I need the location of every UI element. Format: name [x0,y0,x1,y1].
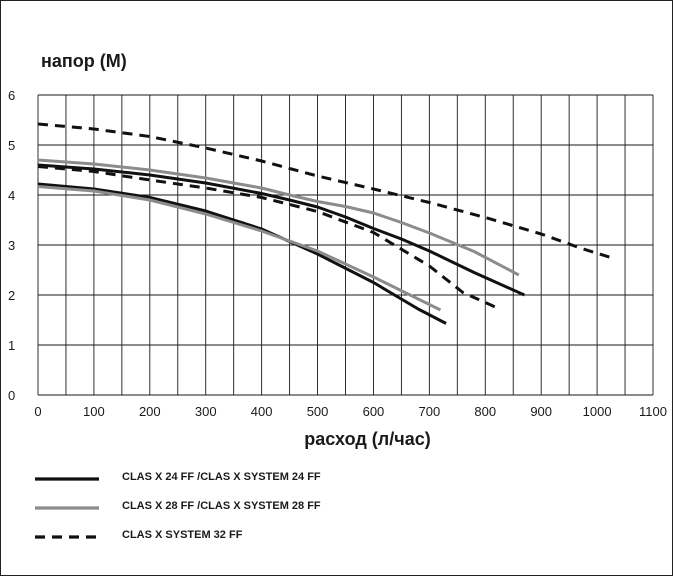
series-3-curve-2 [37,165,498,309]
series-2-curve-2 [37,158,520,277]
x-axis-title: расход (л/час) [304,429,431,449]
y-tick-label: 0 [8,388,15,403]
legend-swatch-series-2 [35,506,99,510]
x-tick-label: 700 [419,404,441,419]
x-tick-label: 0 [34,404,41,419]
x-tick-label: 100 [83,404,105,419]
series-1-curve-2 [37,163,526,297]
x-tick-label: 600 [363,404,385,419]
y-tick-label: 5 [8,138,15,153]
x-tick-label: 900 [530,404,552,419]
legend-label-series-3: CLAS X SYSTEM 32 FF [122,529,243,541]
y-tick-label: 3 [8,238,15,253]
x-tick-label: 300 [195,404,217,419]
legend-label-series-1: CLAS X 24 FF /CLAS X SYSTEM 24 FF [122,471,321,483]
y-tick-label: 1 [8,338,15,353]
series-3-curve-1 [37,122,615,260]
series-1-curve-1 [37,182,447,325]
x-tick-label: 1000 [583,404,612,419]
legend-swatch-series-1 [35,477,99,481]
x-tick-label: 400 [251,404,273,419]
legend-label-series-2: CLAS X 28 FF /CLAS X SYSTEM 28 FF [122,500,321,512]
y-tick-label: 6 [8,88,15,103]
legend-swatch-series-3 [35,535,99,539]
y-tick-label: 4 [8,188,15,203]
x-tick-label: 800 [474,404,496,419]
chart-plot: 0 100 200 300 400 500 600 700 800 900 1000 1100 0 1 2 3… [8,88,667,419]
y-axis-title: напор (M) [41,51,127,71]
y-tick-label: 2 [8,288,15,303]
x-tick-label: 500 [307,404,329,419]
x-tick-label: 1100 [639,404,667,419]
series-2-curve-1 [37,185,442,312]
x-tick-label: 200 [139,404,161,419]
